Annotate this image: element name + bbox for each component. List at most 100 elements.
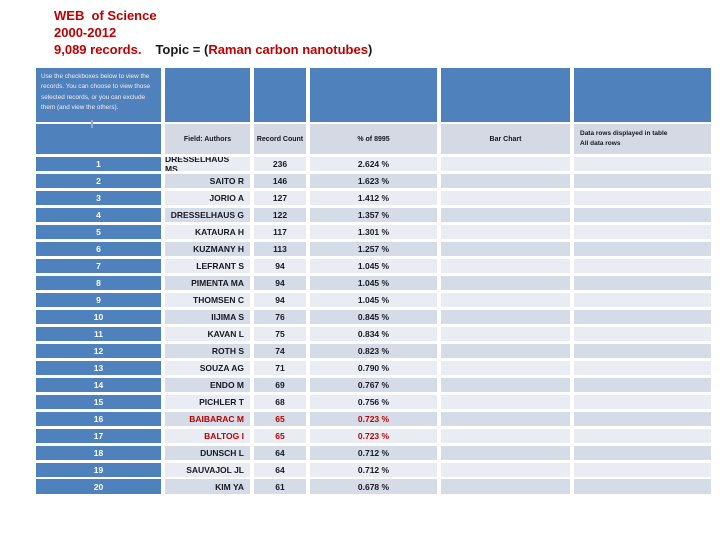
row-rank: 20 bbox=[36, 479, 161, 495]
row-bar-chart-cell bbox=[441, 343, 570, 359]
row-author: KAVAN L bbox=[165, 326, 250, 342]
results-table: Use the checkboxes below to view the rec… bbox=[36, 68, 711, 495]
row-data-rows-cell bbox=[574, 224, 711, 240]
row-author: KATAURA H bbox=[165, 224, 250, 240]
column-header-record-count: Record Count bbox=[254, 124, 306, 155]
row-record-count: 117 bbox=[254, 224, 306, 240]
row-data-rows-cell bbox=[574, 462, 711, 478]
row-percent: 2.624 % bbox=[310, 156, 437, 172]
row-data-rows-cell bbox=[574, 258, 711, 274]
row-data-rows-cell bbox=[574, 326, 711, 342]
row-percent: 1.623 % bbox=[310, 173, 437, 189]
row-rank: 18 bbox=[36, 445, 161, 461]
row-record-count: 65 bbox=[254, 411, 306, 427]
row-record-count: 61 bbox=[254, 479, 306, 495]
row-author: KUZMANY H bbox=[165, 241, 250, 257]
row-record-count: 74 bbox=[254, 343, 306, 359]
row-author: ENDO M bbox=[165, 377, 250, 393]
row-record-count: 113 bbox=[254, 241, 306, 257]
title-line-1: WEB of Science bbox=[54, 8, 157, 23]
data-rows-option-all: All data rows bbox=[580, 140, 621, 148]
row-record-count: 75 bbox=[254, 326, 306, 342]
row-bar-chart-cell bbox=[441, 173, 570, 189]
row-record-count: 94 bbox=[254, 292, 306, 308]
row-data-rows-cell bbox=[574, 173, 711, 189]
row-record-count: 64 bbox=[254, 445, 306, 461]
header-band-cell bbox=[310, 68, 437, 122]
row-rank: 4 bbox=[36, 207, 161, 223]
row-author: DUNSCH L bbox=[165, 445, 250, 461]
row-rank: 11 bbox=[36, 326, 161, 342]
row-data-rows-cell bbox=[574, 445, 711, 461]
header-band-cell bbox=[574, 68, 711, 122]
row-author: SAUVAJOL JL bbox=[165, 462, 250, 478]
row-bar-chart-cell bbox=[441, 224, 570, 240]
page-title: WEB of Science 2000-2012 9,089 records. T… bbox=[54, 7, 372, 58]
row-rank: 2 bbox=[36, 173, 161, 189]
row-rank: 16 bbox=[36, 411, 161, 427]
header-band-cell bbox=[254, 68, 306, 122]
row-data-rows-cell bbox=[574, 207, 711, 223]
row-record-count: 71 bbox=[254, 360, 306, 376]
row-author: DRESSELHAUS G bbox=[165, 207, 250, 223]
data-rows-option-displayed: Data rows displayed in table bbox=[580, 130, 668, 137]
row-rank: 9 bbox=[36, 292, 161, 308]
row-author: JORIO A bbox=[165, 190, 250, 206]
row-rank: 7 bbox=[36, 258, 161, 274]
row-percent: 0.712 % bbox=[310, 445, 437, 461]
row-bar-chart-cell bbox=[441, 190, 570, 206]
row-data-rows-cell bbox=[574, 156, 711, 172]
row-author: SOUZA AG bbox=[165, 360, 250, 376]
row-record-count: 146 bbox=[254, 173, 306, 189]
row-author: SAITO R bbox=[165, 173, 250, 189]
header-band-cell bbox=[165, 68, 250, 122]
topic-close-paren: ) bbox=[367, 42, 373, 57]
row-bar-chart-cell bbox=[441, 411, 570, 427]
row-rank: 6 bbox=[36, 241, 161, 257]
row-percent: 0.790 % bbox=[310, 360, 437, 376]
header-note-cell: Use the checkboxes below to view the rec… bbox=[36, 68, 161, 122]
row-data-rows-cell bbox=[574, 190, 711, 206]
column-header-data-rows: Data rows displayed in table All data ro… bbox=[574, 124, 711, 155]
header-band-cell bbox=[441, 68, 570, 122]
title-line-3: 9,089 records. Topic = (Raman carbon nano… bbox=[54, 41, 372, 58]
row-record-count: 127 bbox=[254, 190, 306, 206]
row-rank: 3 bbox=[36, 190, 161, 206]
row-record-count: 122 bbox=[254, 207, 306, 223]
row-author: KIM YA bbox=[165, 479, 250, 495]
row-bar-chart-cell bbox=[441, 258, 570, 274]
row-author: BAIBARAC M bbox=[165, 411, 250, 427]
topic-label: Topic = ( bbox=[155, 42, 209, 57]
row-bar-chart-cell bbox=[441, 479, 570, 495]
column-header-bar-chart: Bar Chart bbox=[441, 124, 570, 155]
row-percent: 0.845 % bbox=[310, 309, 437, 325]
row-author: THOMSEN C bbox=[165, 292, 250, 308]
header-note-text: Use the checkboxes below to view the rec… bbox=[41, 73, 151, 111]
row-record-count: 94 bbox=[254, 258, 306, 274]
row-rank: 19 bbox=[36, 462, 161, 478]
row-bar-chart-cell bbox=[441, 207, 570, 223]
row-bar-chart-cell bbox=[441, 394, 570, 410]
row-percent: 0.834 % bbox=[310, 326, 437, 342]
row-data-rows-cell bbox=[574, 411, 711, 427]
row-bar-chart-cell bbox=[441, 445, 570, 461]
column-header-percent: % of 8995 bbox=[310, 124, 437, 155]
column-header-field-authors: Field: Authors bbox=[165, 124, 250, 155]
row-percent: 0.678 % bbox=[310, 479, 437, 495]
row-record-count: 94 bbox=[254, 275, 306, 291]
row-rank: 5 bbox=[36, 224, 161, 240]
row-rank: 12 bbox=[36, 343, 161, 359]
title-line-2: 2000-2012 bbox=[54, 25, 117, 40]
row-percent: 0.756 % bbox=[310, 394, 437, 410]
row-record-count: 64 bbox=[254, 462, 306, 478]
row-bar-chart-cell bbox=[441, 292, 570, 308]
row-data-rows-cell bbox=[574, 428, 711, 444]
row-percent: 1.257 % bbox=[310, 241, 437, 257]
row-percent: 1.045 % bbox=[310, 258, 437, 274]
row-data-rows-cell bbox=[574, 343, 711, 359]
row-record-count: 76 bbox=[254, 309, 306, 325]
row-bar-chart-cell bbox=[441, 428, 570, 444]
text-cursor-artifact bbox=[91, 120, 93, 128]
row-rank: 14 bbox=[36, 377, 161, 393]
